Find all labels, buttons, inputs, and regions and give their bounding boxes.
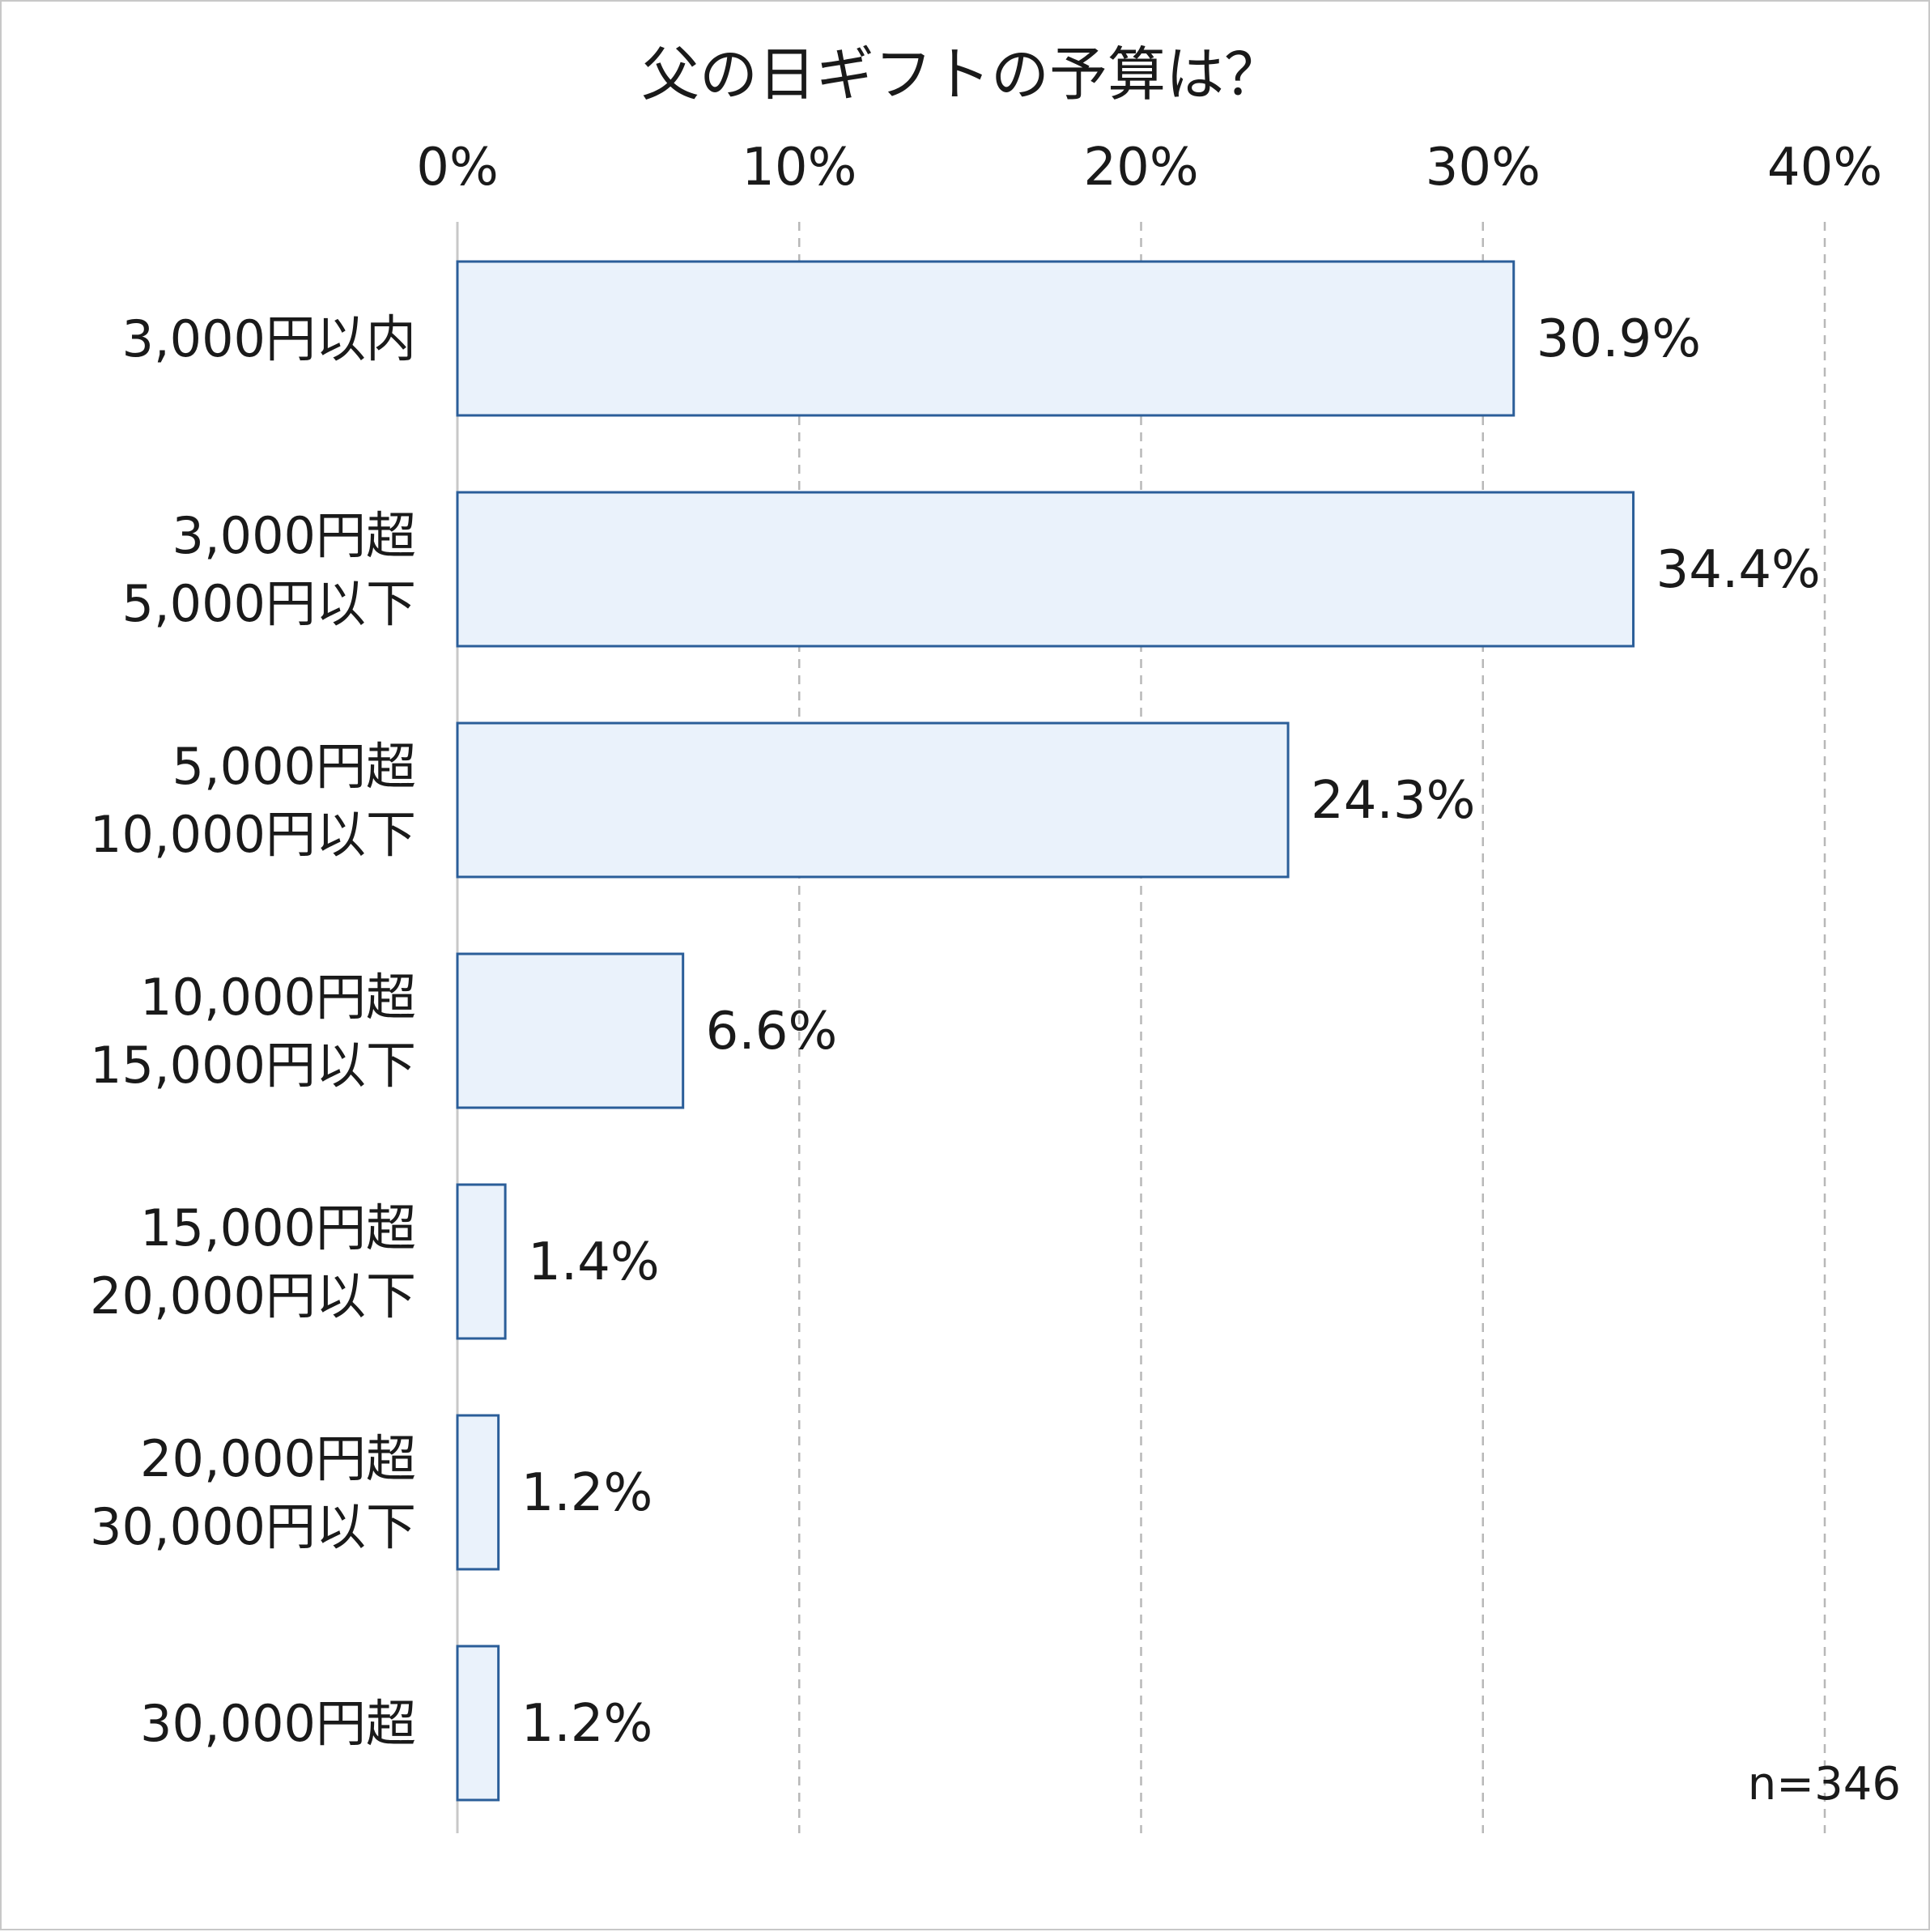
bars bbox=[456, 260, 1635, 1802]
category-label: 30,000円超 bbox=[140, 1694, 416, 1753]
category-label: 5,000円超 bbox=[172, 737, 417, 796]
category-label: 10,000円超 bbox=[140, 968, 416, 1027]
bar bbox=[456, 1414, 500, 1571]
category-label: 30,000円以下 bbox=[90, 1497, 416, 1556]
category-labels: 3,000円以内 3,000円超 5,000円以下 5,000円超 10,000円以下 1… bbox=[90, 309, 416, 1753]
sample-size-note: n=346 bbox=[1748, 1758, 1901, 1811]
data-label: 34.4% bbox=[1656, 540, 1821, 600]
x-tick-label: 10% bbox=[742, 138, 857, 198]
x-axis-ticks: 0% 10% 20% 30% 40% bbox=[416, 138, 1882, 198]
bar bbox=[456, 491, 1635, 648]
value-labels: 30.9% 34.4% 24.3% 6.6% 1.4% 1.2% 1.2% bbox=[521, 309, 1821, 1754]
x-tick-label: 0% bbox=[416, 138, 499, 198]
bar bbox=[456, 260, 1516, 417]
bar bbox=[456, 1645, 500, 1802]
data-label: 1.4% bbox=[528, 1232, 660, 1292]
x-tick-label: 30% bbox=[1426, 138, 1541, 198]
chart-title: 父の日ギフトの予算は？ bbox=[641, 40, 1282, 109]
category-label: 5,000円以下 bbox=[122, 574, 417, 633]
data-label: 24.3% bbox=[1311, 771, 1475, 831]
category-label: 15,000円以下 bbox=[90, 1036, 416, 1095]
bar bbox=[456, 952, 685, 1109]
category-label: 20,000円以下 bbox=[90, 1266, 416, 1326]
data-label: 6.6% bbox=[706, 1002, 838, 1062]
data-label: 30.9% bbox=[1537, 309, 1701, 369]
category-label: 15,000円超 bbox=[140, 1198, 416, 1258]
data-label: 1.2% bbox=[521, 1694, 653, 1754]
category-label: 20,000円超 bbox=[140, 1429, 416, 1488]
category-label: 10,000円以下 bbox=[90, 805, 416, 864]
bar bbox=[456, 721, 1290, 879]
x-tick-label: 40% bbox=[1767, 138, 1882, 198]
data-label: 1.2% bbox=[521, 1463, 653, 1523]
x-tick-label: 20% bbox=[1083, 138, 1198, 198]
category-label: 3,000円以内 bbox=[122, 309, 417, 368]
bar bbox=[456, 1183, 507, 1340]
category-label: 3,000円超 bbox=[172, 506, 417, 565]
